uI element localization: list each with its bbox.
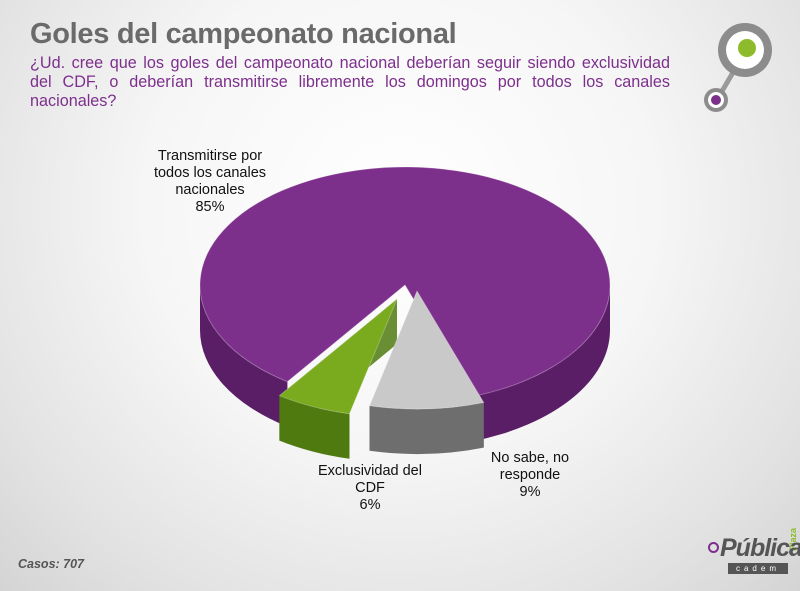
label-no-sabe-value: 9% [519, 484, 541, 500]
survey-question: ¿Ud. cree que los goles del campeonato n… [30, 54, 670, 110]
page-title: Goles del campeonato nacional [30, 18, 457, 50]
label-exclusividad: Exclusividad del CDF 6% [300, 463, 440, 514]
slice-top-0 [199, 166, 611, 398]
slice-side-0-0 [200, 285, 288, 427]
label-no-sabe-line1: No sabe, no [490, 450, 570, 466]
label-transmitirse-line1: Transmitirse por [157, 148, 263, 164]
label-exclusividad-line1: Exclusividad del [318, 463, 422, 479]
slice-side-0-1 [471, 285, 610, 442]
plaza-publica-logo: Plaza Pública cadem [706, 528, 800, 578]
logo-cadem-text: cadem [728, 563, 788, 574]
label-transmitirse-line3: nacionales [175, 182, 245, 198]
slice-top-1 [368, 289, 485, 410]
logo-publica-text: Pública [720, 534, 800, 562]
logo-dot-icon [708, 542, 719, 553]
slice-side-1-0 [369, 402, 484, 455]
label-no-sabe: No sabe, no responde 9% [470, 450, 590, 501]
cadem-circles-logo [704, 23, 772, 112]
label-transmitirse-line2: todos los canales [153, 165, 267, 181]
sample-size: Casos: 707 [18, 557, 85, 571]
label-no-sabe-line2: responde [499, 467, 561, 483]
label-transmitirse-value: 85% [195, 199, 225, 215]
label-exclusividad-line2: CDF [355, 480, 385, 496]
label-exclusividad-value: 6% [359, 497, 381, 513]
slice-top-2 [278, 298, 398, 415]
label-transmitirse: Transmitirse por todos los canales nacio… [140, 148, 280, 216]
